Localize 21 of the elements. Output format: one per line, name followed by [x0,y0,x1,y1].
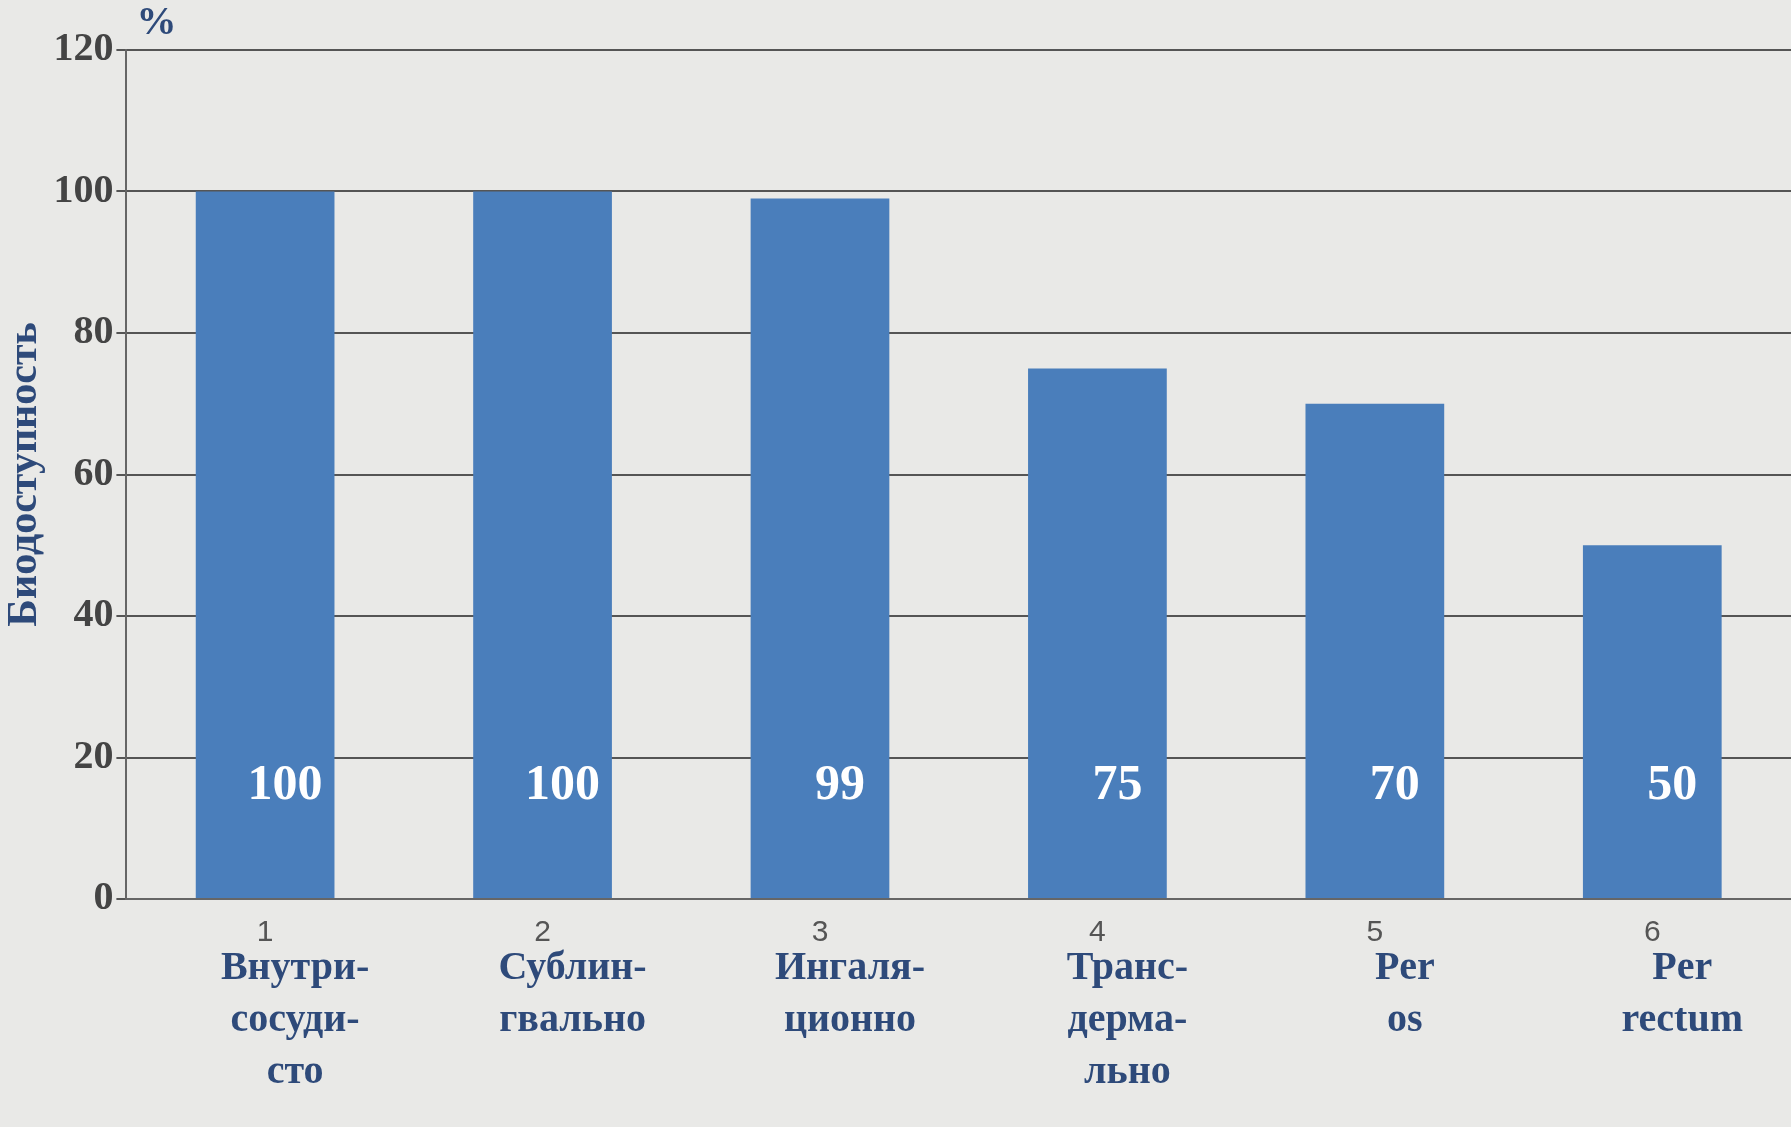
y-tick-label: 120 [53,24,114,70]
bar [1028,368,1167,898]
bar [195,191,335,898]
data-label: 100 [247,753,323,810]
data-label: 70 [1369,753,1420,810]
y-tick-label: 40 [73,590,114,636]
data-label: 100 [525,753,601,810]
y-axis-title: Биодоступность [0,322,46,627]
bar [1305,403,1445,898]
data-label: 50 [1647,753,1698,810]
y-tick-label: 20 [73,731,114,777]
y-tick-label: 0 [93,873,114,919]
bar [1582,545,1722,898]
text: % [136,0,177,44]
y-tick-label: 100 [53,165,114,211]
data-label: 99 [814,753,865,810]
y-tick-label: 80 [73,307,114,353]
y-tick-label: 60 [73,448,114,494]
bar [750,198,890,898]
bar [473,191,612,898]
data-label: 75 [1092,753,1143,810]
